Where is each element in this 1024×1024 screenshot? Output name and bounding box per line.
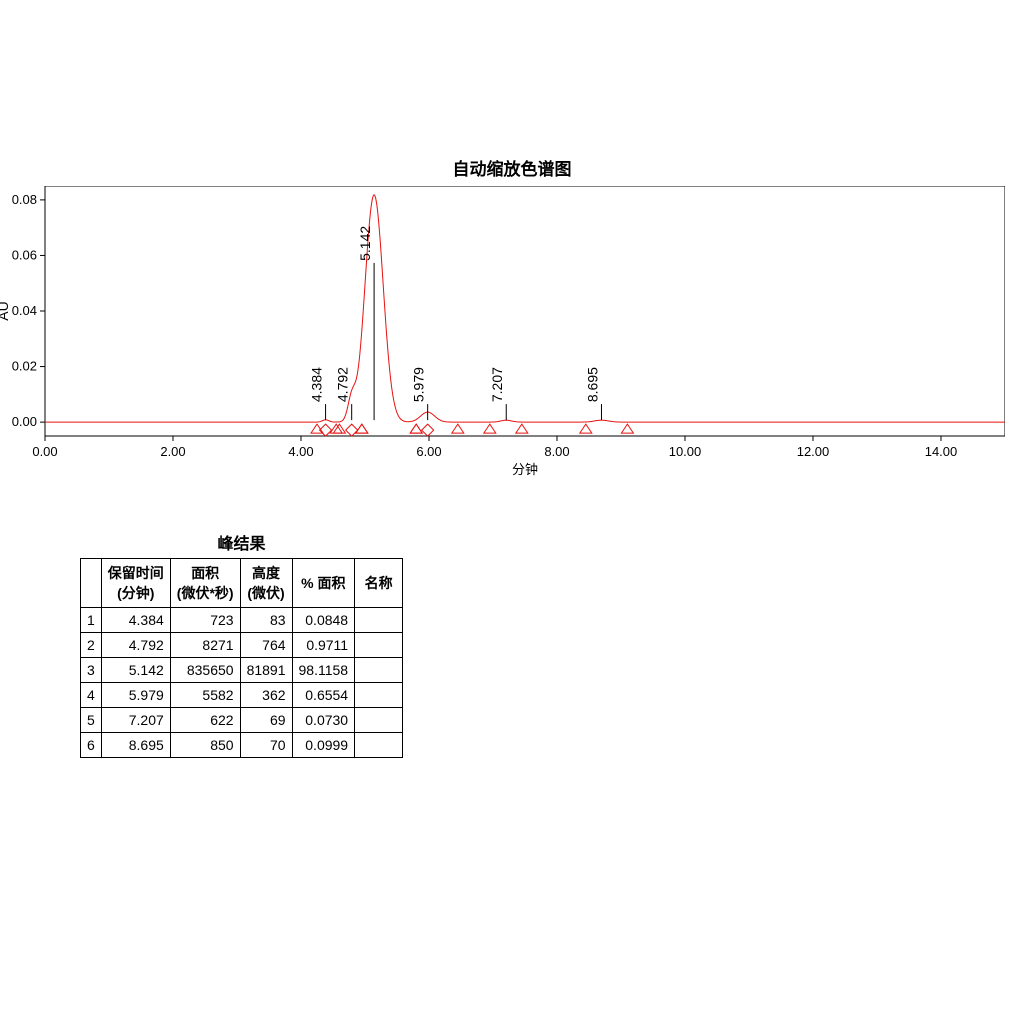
svg-text:7.207: 7.207 [489, 367, 505, 402]
table-cell: 6 [81, 733, 102, 758]
table-cell: 69 [240, 708, 292, 733]
table-cell: 362 [240, 683, 292, 708]
table-cell: 764 [240, 633, 292, 658]
table-cell [355, 733, 403, 758]
table-cell: 4.384 [101, 608, 170, 633]
table-cell: 7.207 [101, 708, 170, 733]
table-row: 57.207622690.0730 [81, 708, 403, 733]
table-cell: 0.9711 [292, 633, 355, 658]
table-cell [355, 633, 403, 658]
svg-text:0.00: 0.00 [32, 444, 57, 459]
svg-text:AU: AU [0, 301, 11, 320]
table-cell: 0.0730 [292, 708, 355, 733]
chart-plot-area: 0.000.020.040.060.08AU0.002.004.006.008.… [45, 186, 1005, 481]
svg-text:6.00: 6.00 [416, 444, 441, 459]
chromatogram-svg: 0.00 0.02 0.04 0.06 0.08 AU 0.00 2.00 4.00 6.00 8.… [0, 186, 1005, 481]
table-cell: 723 [170, 608, 240, 633]
table-header [81, 559, 102, 608]
svg-text:4.384: 4.384 [309, 367, 325, 402]
table-row: 35.1428356508189198.1158 [81, 658, 403, 683]
table-header: 名称 [355, 559, 403, 608]
table-header: % 面积 [292, 559, 355, 608]
svg-text:分钟: 分钟 [512, 462, 538, 477]
svg-text:0.04: 0.04 [12, 303, 37, 318]
table-cell: 4.792 [101, 633, 170, 658]
peak-results-table: 保留时间(分钟)面积(微伏*秒)高度(微伏)% 面积名称14.384723830… [80, 558, 403, 758]
table-cell: 81891 [240, 658, 292, 683]
table-cell [355, 608, 403, 633]
table-cell: 5.979 [101, 683, 170, 708]
table-cell: 0.6554 [292, 683, 355, 708]
svg-text:0.02: 0.02 [12, 359, 37, 374]
svg-text:5.142: 5.142 [357, 226, 373, 261]
svg-text:0.06: 0.06 [12, 247, 37, 262]
svg-text:12.00: 12.00 [797, 444, 830, 459]
peak-results-section: 峰结果 保留时间(分钟)面积(微伏*秒)高度(微伏)% 面积名称14.38472… [80, 530, 403, 758]
table-cell: 70 [240, 733, 292, 758]
table-cell: 3 [81, 658, 102, 683]
table-cell [355, 658, 403, 683]
table-cell: 98.1158 [292, 658, 355, 683]
table-cell: 4 [81, 683, 102, 708]
table-cell: 83 [240, 608, 292, 633]
svg-text:8.695: 8.695 [584, 367, 600, 402]
table-row: 45.97955823620.6554 [81, 683, 403, 708]
svg-text:0.00: 0.00 [12, 414, 37, 429]
table-cell: 5.142 [101, 658, 170, 683]
svg-text:8.00: 8.00 [544, 444, 569, 459]
svg-text:0.08: 0.08 [12, 192, 37, 207]
table-row: 68.695850700.0999 [81, 733, 403, 758]
table-cell: 8.695 [101, 733, 170, 758]
table-header: 保留时间(分钟) [101, 559, 170, 608]
chart-title: 自动缩放色谱图 [0, 155, 1024, 180]
table-cell: 622 [170, 708, 240, 733]
table-cell: 5 [81, 708, 102, 733]
svg-text:4.00: 4.00 [288, 444, 313, 459]
table-header: 高度(微伏) [240, 559, 292, 608]
table-cell: 0.0848 [292, 608, 355, 633]
table-row: 14.384723830.0848 [81, 608, 403, 633]
table-cell: 5582 [170, 683, 240, 708]
svg-text:14.00: 14.00 [925, 444, 958, 459]
table-header: 面积(微伏*秒) [170, 559, 240, 608]
table-cell: 0.0999 [292, 733, 355, 758]
table-row: 24.79282717640.9711 [81, 633, 403, 658]
table-title: 峰结果 [80, 530, 403, 554]
svg-text:5.979: 5.979 [411, 367, 427, 402]
table-cell: 1 [81, 608, 102, 633]
table-cell: 850 [170, 733, 240, 758]
svg-text:4.792: 4.792 [335, 367, 351, 402]
svg-text:10.00: 10.00 [669, 444, 702, 459]
table-cell [355, 708, 403, 733]
table-cell: 835650 [170, 658, 240, 683]
table-cell: 8271 [170, 633, 240, 658]
table-cell: 2 [81, 633, 102, 658]
svg-text:2.00: 2.00 [160, 444, 185, 459]
chromatogram-chart: 自动缩放色谱图 0.00 0.02 0.04 0.06 0.08 AU 0.00 2.00 4.… [0, 155, 1024, 481]
table-cell [355, 683, 403, 708]
